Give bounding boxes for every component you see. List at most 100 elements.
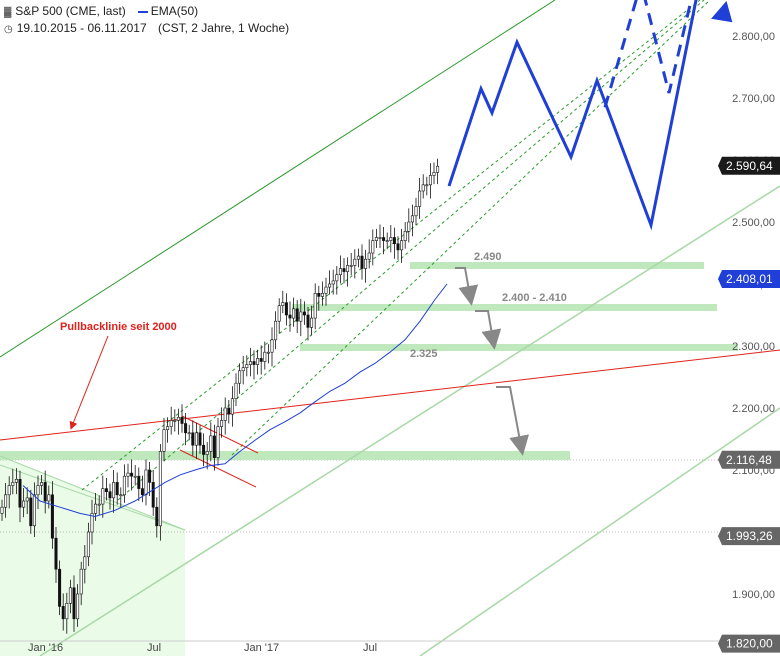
- candle: [396, 236, 400, 260]
- candle-body: [76, 593, 80, 620]
- price-tag-label: 1.820,00: [726, 637, 773, 651]
- candle: [173, 409, 177, 432]
- candle: [281, 290, 285, 314]
- price-tag-label: 2.116,48: [726, 453, 772, 467]
- candle-body: [371, 240, 375, 254]
- y-tick-label: 2.500,00: [732, 217, 775, 229]
- price-tag-bg: [718, 156, 780, 175]
- candle-body: [198, 432, 202, 446]
- candle-body: [292, 308, 296, 319]
- candle: [148, 461, 152, 497]
- candle: [65, 592, 69, 634]
- candle: [436, 158, 440, 185]
- candle-body: [101, 488, 105, 505]
- candle-body: [72, 587, 76, 620]
- candle-body: [180, 416, 184, 424]
- candle-body: [421, 184, 425, 192]
- candle-body: [418, 190, 422, 207]
- candle: [356, 248, 360, 268]
- candle: [108, 483, 112, 510]
- candle: [256, 349, 260, 375]
- candle: [11, 468, 15, 495]
- candle: [194, 422, 198, 459]
- y-tick-label: 2.800,00: [732, 31, 775, 43]
- candle-body: [410, 215, 414, 223]
- candle-body: [194, 432, 198, 446]
- candle: [418, 177, 422, 219]
- candle: [43, 470, 47, 514]
- candle: [112, 470, 116, 513]
- pullback-label: Pullbacklinie seit 2000: [60, 321, 177, 333]
- candle-body: [378, 237, 382, 239]
- candle: [342, 257, 346, 284]
- zone-2490: [410, 262, 704, 269]
- x-tick-label: Jul: [363, 642, 377, 654]
- candle-body: [47, 494, 51, 502]
- candle: [119, 487, 123, 508]
- candle-body: [0, 506, 4, 514]
- candle-body: [202, 444, 206, 455]
- candle-body: [187, 432, 191, 435]
- price-tag: 2.408,01: [718, 270, 780, 289]
- candle: [331, 269, 335, 295]
- y-tick-label: 2.200,00: [732, 403, 775, 415]
- down-channel-line: [0, 455, 186, 531]
- candle: [428, 163, 432, 199]
- candle-body: [83, 556, 87, 570]
- candle-body: [22, 500, 26, 508]
- candle: [0, 499, 4, 521]
- x-tick-label: Jan '16: [28, 642, 63, 654]
- candle: [205, 442, 209, 470]
- candle: [299, 298, 303, 337]
- x-axis: Jan '16 Jul Jan '17 Jul: [0, 640, 720, 654]
- candle-body: [353, 258, 357, 266]
- candle: [288, 301, 292, 332]
- dashed-channel-mid: [117, 0, 705, 501]
- candle: [378, 224, 382, 249]
- candle-body: [302, 311, 306, 316]
- candle-body: [54, 537, 58, 570]
- candle-body: [364, 258, 368, 269]
- candle-body: [58, 568, 62, 607]
- candle: [61, 593, 65, 631]
- candle-body: [32, 494, 36, 527]
- candle-body: [176, 416, 180, 421]
- price-tags: 2.590,64 2.408,01 2.116,48 1.993,26 1.820,00: [718, 156, 780, 653]
- candle-body: [263, 351, 267, 362]
- candle: [259, 345, 263, 375]
- lower-channel-line-2: [419, 407, 780, 656]
- x-tick-label: Jan '17: [244, 642, 279, 654]
- candle-body: [122, 475, 126, 496]
- candle: [230, 386, 234, 427]
- candle-body: [166, 426, 170, 431]
- candle-body: [349, 265, 353, 267]
- candle: [310, 305, 314, 336]
- y-tick-label: 2.700,00: [732, 93, 775, 105]
- candle-body: [313, 292, 317, 319]
- candle: [86, 522, 90, 567]
- price-tag: 2.590,64: [718, 156, 780, 175]
- lower-channel-line-1: [39, 185, 780, 656]
- candle: [54, 527, 58, 583]
- candle-body: [90, 513, 94, 533]
- candle: [414, 197, 418, 226]
- candle-body: [328, 283, 332, 288]
- candle-body: [18, 478, 22, 508]
- price-tag-label: 2.408,01: [726, 272, 773, 286]
- pullback-line: [0, 349, 780, 441]
- candle-body: [389, 237, 393, 241]
- ema-legend-label: EMA(50): [150, 4, 199, 18]
- candle: [122, 464, 126, 503]
- candle: [252, 350, 256, 380]
- candle-body: [104, 488, 108, 493]
- candle-body: [169, 420, 173, 427]
- price-tag-label: 2.590,64: [726, 159, 773, 173]
- candle-body: [162, 429, 166, 452]
- candle: [155, 497, 159, 538]
- support-zones: [0, 262, 738, 460]
- candle-body: [158, 451, 162, 527]
- candle-body: [86, 531, 90, 558]
- candle-body: [115, 482, 119, 496]
- candle: [76, 584, 80, 627]
- price-tag-label: 1.993,26: [726, 529, 773, 543]
